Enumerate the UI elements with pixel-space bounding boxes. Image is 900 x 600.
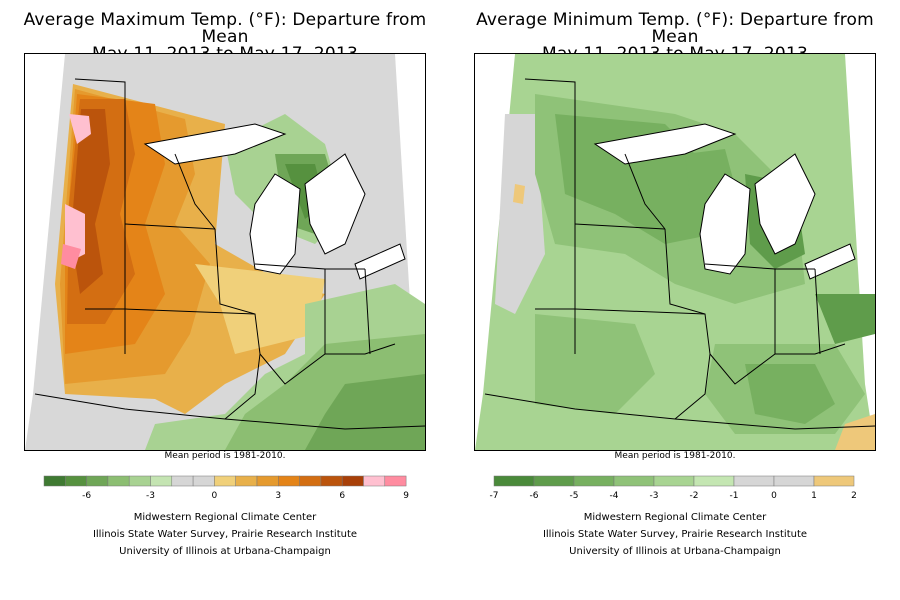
legend-tick-label: 1 (811, 491, 817, 501)
legend-swatch (341, 475, 364, 487)
legend-swatch (65, 475, 87, 487)
legend-swatch (384, 475, 407, 487)
min-temp-color-legend: -7 -6 -5 -4 -3 -2 -1 0 1 2 (490, 475, 857, 501)
legend-swatch (235, 475, 258, 487)
credit-line-3: University of Illinois at Urbana-Champai… (569, 546, 781, 557)
credits: Midwestern Regional Climate Center Illin… (450, 509, 900, 560)
legend-tick-label: 2 (851, 491, 857, 501)
max-temp-color-legend: -6 -3 0 3 6 9 (43, 475, 409, 501)
mean-period-note: Mean period is 1981-2010. (164, 451, 286, 461)
legend-tick-label: 6 (339, 491, 345, 501)
credit-line-3: University of Illinois at Urbana-Champai… (119, 546, 331, 557)
legend-tick-label: 0 (212, 491, 218, 501)
legend-swatch (43, 475, 66, 487)
credit-line-1: Midwestern Regional Climate Center (583, 512, 767, 523)
max-temp-panel: Average Maximum Temp. (°F): Departure fr… (0, 10, 450, 560)
legend-swatch (493, 475, 535, 487)
legend-swatch (214, 475, 236, 487)
legend-swatch (693, 475, 735, 487)
legend-swatch (86, 475, 109, 487)
credits: Midwestern Regional Climate Center Illin… (0, 509, 450, 560)
legend-swatch (613, 475, 655, 487)
legend-tick-label: 9 (403, 491, 409, 501)
legend-swatch (363, 475, 386, 487)
legend-tick-label: -4 (610, 491, 619, 501)
legend-tick-label: -1 (730, 491, 739, 501)
legend-swatch (278, 475, 300, 487)
max-temp-map (24, 53, 426, 451)
legend-swatch (653, 475, 695, 487)
legend-tick-label: -3 (146, 491, 155, 501)
legend-tick-label: -5 (570, 491, 579, 501)
legend-tick-label: -7 (490, 491, 499, 501)
credit-line-1: Midwestern Regional Climate Center (133, 512, 317, 523)
min-temp-panel: Average Minimum Temp. (°F): Departure fr… (450, 0, 900, 600)
legend-tick-label: -6 (530, 491, 539, 501)
legend-swatch (192, 475, 215, 487)
legend-swatch (128, 475, 151, 487)
legend-tick-label: 3 (275, 491, 281, 501)
legend-swatch (533, 475, 575, 487)
title-line-1: Average Maximum Temp. (°F): Departure fr… (23, 10, 427, 47)
legend-swatch (299, 475, 322, 487)
legend-swatch (171, 475, 194, 487)
mean-period-note: Mean period is 1981-2010. (614, 451, 736, 461)
title-line-1: Average Minimum Temp. (°F): Departure fr… (476, 10, 874, 47)
legend-swatch (573, 475, 615, 487)
legend-swatch (107, 475, 130, 487)
legend-swatch (773, 475, 815, 487)
legend-swatch (320, 475, 343, 487)
legend-swatch (733, 475, 775, 487)
legend-swatch (813, 475, 855, 487)
legend-tick-label: -2 (690, 491, 699, 501)
min-temp-map (474, 53, 876, 451)
legend-tick-label: 0 (771, 491, 777, 501)
legend-tick-label: -6 (82, 491, 91, 501)
legend-tick-label: -3 (650, 491, 659, 501)
legend-swatch (256, 475, 279, 487)
credit-line-2: Illinois State Water Survey, Prairie Res… (542, 529, 808, 540)
legend-swatch (150, 475, 173, 487)
credit-line-2: Illinois State Water Survey, Prairie Res… (92, 529, 358, 540)
